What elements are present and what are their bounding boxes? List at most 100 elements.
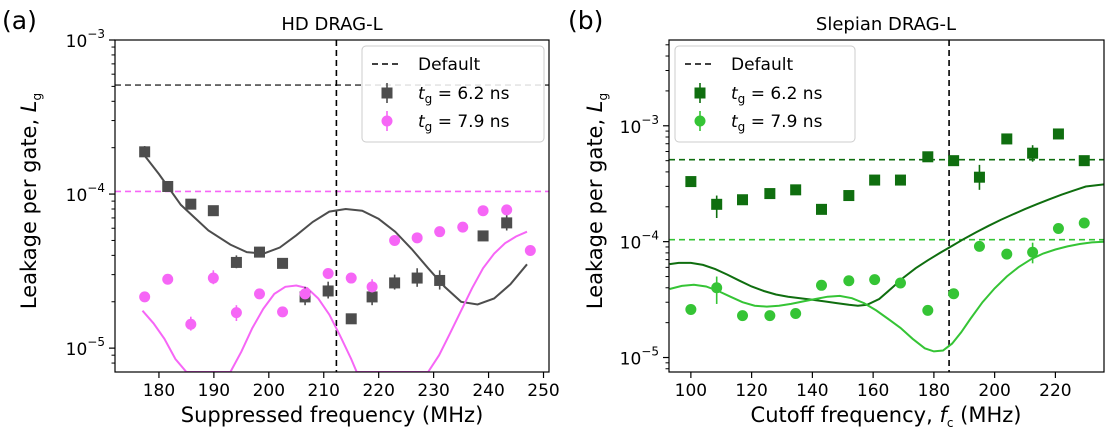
x-tick-label: 220 — [1039, 381, 1071, 401]
panel-a-point-square — [277, 257, 289, 269]
panel-a-point-circle — [345, 272, 357, 284]
panel-a-point-circle — [322, 268, 334, 280]
panel-b-point-square — [948, 155, 960, 167]
panel-a-point-circle — [277, 306, 289, 318]
panel-b-point-circle — [948, 288, 960, 300]
legend-entry-label: tg = 6.2 ns — [731, 84, 823, 106]
y-tick-label: 10−3 — [66, 27, 105, 52]
panel-b: (b) Slepian DRAG-L Cutoff frequency, fc … — [568, 6, 1105, 430]
legend-square-marker — [381, 87, 393, 99]
legend-box — [361, 45, 545, 143]
panel-b-point-circle — [685, 303, 697, 315]
y-tick-label: 10−5 — [66, 335, 105, 360]
panel-a-xlabel: Suppressed frequency (MHz) — [181, 403, 484, 427]
panel-a-point-circle — [207, 272, 219, 284]
panel-a-point-square — [411, 272, 423, 284]
panel-b-point-circle — [790, 307, 802, 319]
panel-a-point-circle — [253, 288, 265, 300]
panel-a-point-square — [185, 198, 197, 210]
panel-a-point-square — [230, 256, 242, 268]
panel-b-point-circle — [1027, 246, 1039, 258]
panel-b-point-square — [1027, 147, 1039, 159]
panel-b-point-circle — [894, 277, 906, 289]
y-tick-label: 10−3 — [620, 113, 659, 138]
panel-b-point-square — [869, 174, 881, 186]
panel-a-ylabel: Leakage per gate, Lg — [17, 93, 44, 309]
panel-a-point-square — [322, 285, 334, 297]
panel-a-label: (a) — [2, 6, 37, 35]
x-tick-label: 180 — [918, 381, 950, 401]
panel-a-legend: Default tg = 6.2 ns tg = 7.9 ns — [361, 45, 545, 143]
x-tick-label: 240 — [472, 381, 504, 401]
panel-a-point-circle — [389, 234, 401, 246]
panel-a-point-square — [162, 180, 174, 192]
panel-a-frame — [114, 39, 550, 373]
panel-b-point-square — [685, 176, 697, 188]
panel-b-point-square — [764, 188, 776, 200]
panel-a-title: HD DRAG-L — [281, 14, 382, 35]
x-tick-label: 210 — [308, 381, 340, 401]
legend-entry-label: tg = 7.9 ns — [731, 112, 823, 134]
legend-entry-label: tg = 7.9 ns — [418, 112, 510, 134]
panel-b-point-circle — [764, 310, 776, 322]
legend-square-marker — [694, 87, 706, 99]
panel-a-point-circle — [299, 288, 311, 300]
panel-b-point-circle — [737, 310, 749, 322]
y-tick-label: 10−4 — [66, 181, 105, 206]
panel-b-point-circle — [1078, 217, 1090, 229]
y-tick-label: 10−4 — [620, 229, 659, 254]
panel-a-point-square — [139, 146, 151, 158]
panel-b-point-square — [1001, 133, 1013, 145]
panel-b-point-square — [815, 203, 827, 215]
panel-b-curve-1 — [669, 183, 1104, 307]
panel-a-point-square — [207, 205, 219, 217]
panel-b-point-square — [843, 190, 855, 202]
x-tick-label: 100 — [675, 381, 707, 401]
panel-b-point-circle — [973, 240, 985, 252]
legend-box — [674, 45, 856, 143]
panel-a-curve-2 — [141, 230, 528, 372]
x-tick-label: 120 — [735, 381, 767, 401]
legend-default-label: Default — [731, 55, 793, 75]
panel-a-point-circle — [434, 226, 446, 238]
panel-b-xlabel: Cutoff frequency, fc (MHz) — [751, 403, 1022, 430]
panel-b-ylabel: Leakage per gate, Lg — [583, 93, 610, 309]
panel-b-legend: Default tg = 6.2 ns tg = 7.9 ns — [674, 45, 856, 143]
panel-b-point-square — [711, 198, 723, 210]
panel-a-point-circle — [411, 232, 423, 244]
panel-a-point-square — [501, 217, 513, 229]
legend-entry-label: tg = 6.2 ns — [418, 84, 510, 106]
panel-b-point-circle — [711, 282, 723, 294]
panel-b-point-square — [1078, 155, 1090, 167]
panel-b-point-square — [790, 184, 802, 196]
x-tick-label: 200 — [253, 381, 285, 401]
panel-a: (a) HD DRAG-L Suppressed frequency (MHz)… — [2, 6, 560, 427]
legend-circle-marker — [381, 115, 393, 127]
panel-b-point-circle — [843, 275, 855, 287]
panel-a-point-circle — [477, 205, 489, 217]
panel-b-point-square — [737, 194, 749, 206]
panel-a-plot-area — [115, 40, 549, 372]
panel-a-point-square — [389, 277, 401, 289]
panel-a-point-circle — [162, 273, 174, 285]
panel-b-point-circle — [1001, 248, 1013, 260]
x-tick-label: 250 — [527, 381, 559, 401]
panel-a-point-circle — [501, 204, 513, 216]
x-tick-label: 140 — [796, 381, 828, 401]
panel-b-point-square — [922, 151, 934, 163]
panel-b-plot-area — [669, 40, 1104, 372]
panel-b-frame — [668, 39, 1105, 373]
panel-b-point-circle — [815, 279, 827, 291]
panel-a-point-square — [345, 313, 357, 325]
panel-b-point-square — [973, 171, 985, 183]
panel-b-title: Slepian DRAG-L — [816, 14, 956, 35]
panel-a-curve-1 — [141, 152, 528, 306]
x-tick-label: 200 — [978, 381, 1010, 401]
x-tick-label: 220 — [362, 381, 394, 401]
panel-b-point-square — [894, 174, 906, 186]
panel-a-point-circle — [139, 291, 151, 303]
legend-default-label: Default — [418, 55, 480, 75]
panel-a-point-circle — [524, 245, 536, 257]
panel-a-point-square — [253, 246, 265, 258]
